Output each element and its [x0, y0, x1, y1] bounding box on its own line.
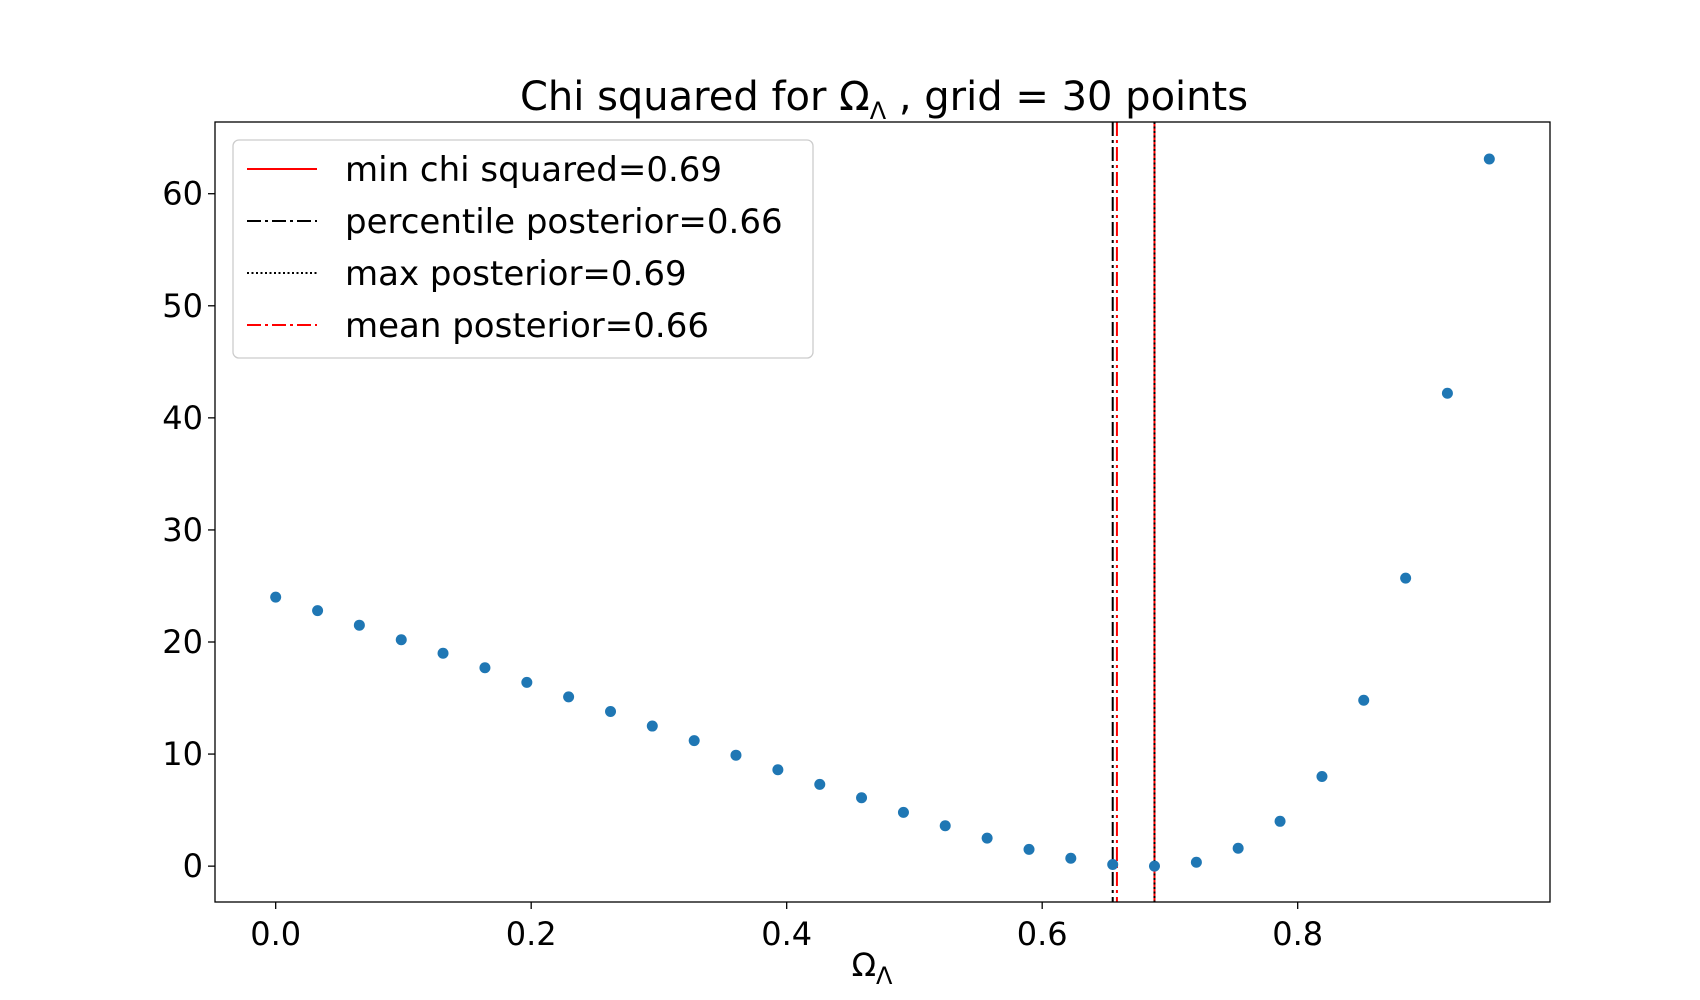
data-point-0-5 — [479, 662, 491, 674]
data-point-0-19 — [1065, 852, 1077, 864]
legend-label-0: min chi squared=0.69 — [345, 150, 722, 190]
x-tick-label-3: 0.6 — [1017, 915, 1068, 953]
chart-title-prefix: Chi squared for Ω — [520, 74, 870, 120]
data-point-0-25 — [1316, 770, 1328, 782]
chart-title: Chi squared for ΩΛ , grid = 30 points — [520, 74, 1248, 125]
data-point-0-15 — [897, 806, 909, 818]
y-tick-label-3: 30 — [162, 511, 203, 549]
y-tick-label-5: 50 — [162, 287, 203, 325]
data-point-0-4 — [437, 647, 449, 659]
x-tick-label-0: 0.0 — [250, 915, 301, 953]
y-tick-label-0: 0 — [183, 847, 203, 885]
legend-label-2: max posterior=0.69 — [345, 254, 687, 294]
y-tick-label-6: 60 — [162, 175, 203, 213]
data-point-0-6 — [521, 676, 533, 688]
data-point-0-10 — [688, 735, 700, 747]
legend-items: min chi squared=0.69 percentile posterior… — [247, 150, 783, 346]
x-tick-label-4: 0.8 — [1272, 915, 1323, 953]
data-point-0-28 — [1441, 387, 1453, 399]
legend-box — [232, 139, 814, 359]
x-tick-label-1: 0.2 — [506, 915, 557, 953]
legend-label-3: mean posterior=0.66 — [345, 306, 709, 346]
data-point-0-24 — [1274, 815, 1286, 827]
legend-label-1: percentile posterior=0.66 — [345, 202, 783, 242]
data-points — [270, 153, 1495, 872]
data-point-0-13 — [814, 778, 826, 790]
data-point-0-26 — [1358, 694, 1370, 706]
data-point-0-27 — [1400, 572, 1412, 584]
data-point-0-29 — [1483, 153, 1495, 165]
x-tick-label-2: 0.4 — [761, 915, 812, 953]
data-point-0-12 — [772, 764, 784, 776]
x-axis-label-subscript: Λ — [876, 962, 893, 990]
x-axis-label-main: Ω — [852, 946, 876, 984]
y-axis-ticks: 0 10 20 30 40 50 60 — [162, 175, 215, 885]
data-point-0-0 — [270, 591, 282, 603]
data-point-0-20 — [1107, 858, 1119, 870]
y-tick-label-4: 40 — [162, 399, 203, 437]
data-point-0-9 — [646, 720, 658, 732]
legend: min chi squared=0.69 percentile posterior… — [232, 139, 814, 359]
chart-title-subscript: Λ — [870, 97, 887, 125]
data-point-0-23 — [1232, 842, 1244, 854]
data-point-0-11 — [730, 749, 742, 761]
x-axis-label: ΩΛ — [852, 946, 893, 990]
y-tick-label-1: 10 — [162, 735, 203, 773]
data-point-0-16 — [939, 820, 951, 832]
data-point-0-21 — [1148, 860, 1160, 872]
data-point-0-3 — [395, 634, 407, 646]
chart-title-suffix: , grid = 30 points — [886, 74, 1248, 120]
data-point-0-22 — [1190, 856, 1202, 868]
reference-lines — [1111, 122, 1156, 902]
plot-frame — [214, 121, 1551, 903]
data-point-0-2 — [353, 619, 365, 631]
data-point-0-7 — [563, 691, 575, 703]
data-point-0-17 — [981, 832, 993, 844]
data-point-0-1 — [312, 605, 324, 617]
data-point-0-14 — [856, 792, 868, 804]
data-point-0-18 — [1023, 843, 1035, 855]
y-tick-label-2: 20 — [162, 623, 203, 661]
data-point-0-8 — [605, 705, 617, 717]
x-axis-ticks: 0.0 0.2 0.4 0.6 0.8 — [250, 902, 1323, 953]
